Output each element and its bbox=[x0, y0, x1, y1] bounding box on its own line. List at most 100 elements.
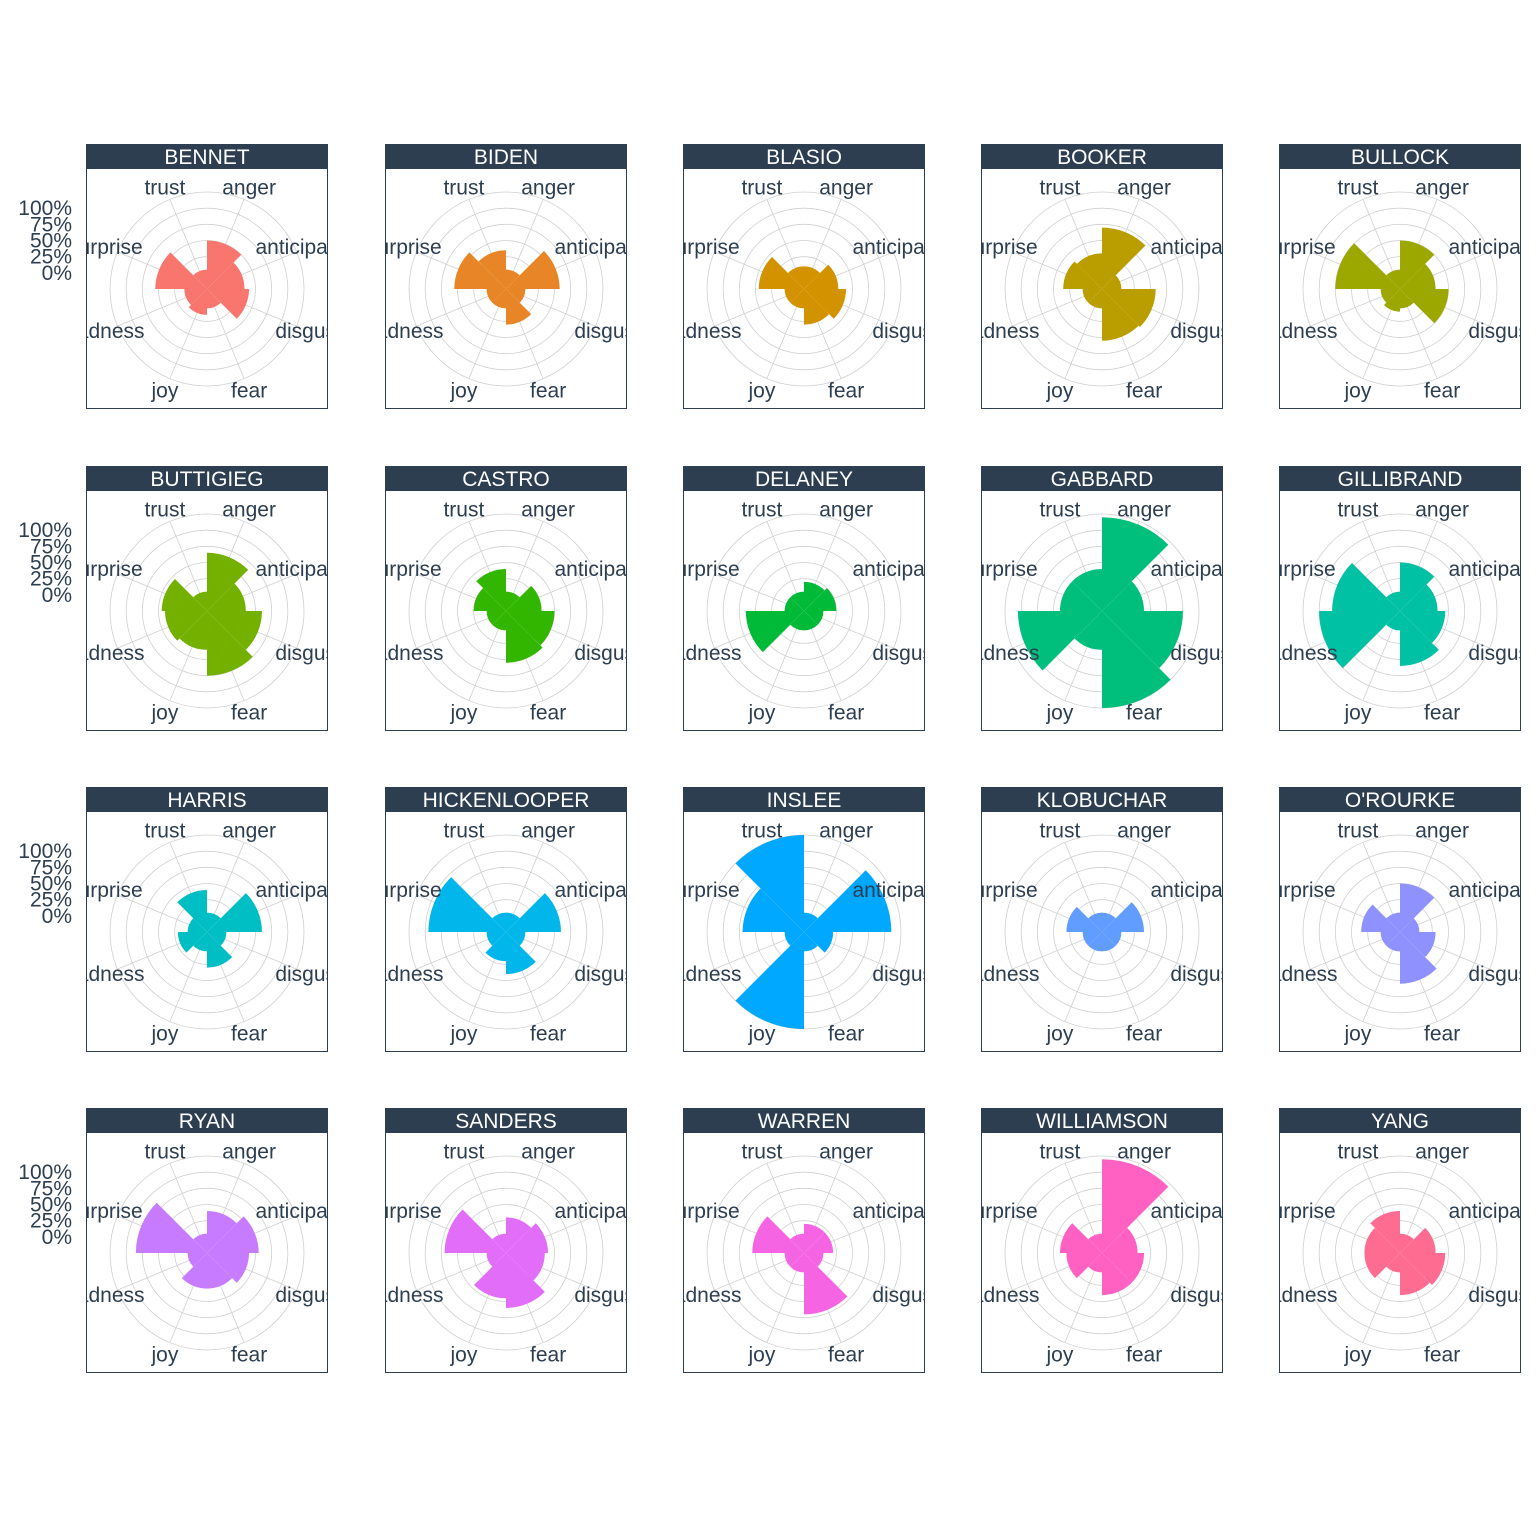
category-label-joy: joy bbox=[150, 702, 178, 725]
category-label-trust: trust bbox=[443, 176, 484, 199]
facet-buttigieg: anger anticipation disgust fear joy sadness su… bbox=[18, 466, 361, 731]
facet-strip bbox=[385, 466, 627, 490]
facet-booker: anger anticipation disgust fear joy sadness su… bbox=[961, 144, 1237, 409]
bar-surprise bbox=[135, 1202, 207, 1253]
bar-anger bbox=[506, 269, 520, 289]
category-label-anticipation: anticipation bbox=[1448, 1200, 1536, 1223]
bar-trust bbox=[1088, 1233, 1102, 1253]
category-label-disgust: disgust bbox=[872, 1284, 939, 1307]
bar-sadness bbox=[784, 932, 804, 946]
panel-border bbox=[1279, 1132, 1521, 1373]
category-label-joy: joy bbox=[1045, 1344, 1073, 1367]
grid-circle bbox=[408, 834, 604, 1030]
category-label-surprise: surprise bbox=[665, 879, 740, 902]
category-label-sadness: sadness bbox=[961, 642, 1039, 665]
grid-circle bbox=[109, 1155, 305, 1351]
bar-anticipation bbox=[804, 870, 892, 932]
bar-anger bbox=[804, 581, 825, 611]
bar-fear bbox=[1102, 932, 1116, 952]
facet-gillibrand: anger anticipation disgust fear joy sadness su… bbox=[1279, 466, 1521, 731]
category-label-fear: fear bbox=[1126, 1023, 1162, 1046]
polar-plot-area: anger anticipation disgust fear joy sadness su… bbox=[66, 176, 328, 402]
grid-circle bbox=[440, 545, 572, 677]
facet-strip bbox=[981, 787, 1223, 811]
bar-sadness bbox=[1319, 611, 1400, 669]
bar-anger bbox=[1400, 562, 1435, 611]
bar-joy bbox=[1088, 932, 1102, 952]
grid-circle bbox=[706, 191, 902, 387]
bar-trust bbox=[1072, 568, 1102, 611]
y-tick-label: 50% bbox=[30, 230, 72, 253]
grid-circle bbox=[1053, 883, 1151, 981]
category-label-fear: fear bbox=[530, 380, 566, 403]
category-label-sadness: sadness bbox=[365, 1284, 443, 1307]
facet-bennet: anger anticipation disgust fear joy sadness su… bbox=[18, 144, 328, 409]
bar-anger bbox=[1102, 912, 1116, 932]
bar-fear bbox=[804, 1253, 848, 1315]
bar-joy bbox=[193, 932, 207, 952]
category-label-joy: joy bbox=[1045, 1023, 1073, 1046]
panel-border bbox=[385, 811, 627, 1052]
category-label-sadness: sadness bbox=[663, 642, 741, 665]
bar-fear bbox=[1102, 289, 1139, 341]
category-label-sadness: sadness bbox=[365, 320, 443, 343]
category-label-anticipation: anticipation bbox=[554, 1200, 660, 1223]
bar-surprise bbox=[187, 918, 207, 932]
bar-disgust bbox=[1400, 611, 1446, 644]
category-label-disgust: disgust bbox=[1170, 320, 1237, 343]
bar-surprise bbox=[473, 588, 506, 611]
category-label-joy: joy bbox=[449, 702, 477, 725]
facet-blasio: anger anticipation disgust fear joy sadness su… bbox=[683, 144, 925, 409]
y-tick-label: 50% bbox=[30, 873, 72, 896]
category-label-anticipation: anticipation bbox=[852, 1200, 958, 1223]
category-label-fear: fear bbox=[1424, 1023, 1460, 1046]
category-label-fear: fear bbox=[828, 1023, 864, 1046]
facet-ryan: anger anticipation disgust fear joy sadness su… bbox=[18, 1108, 328, 1373]
bar-fear bbox=[506, 932, 536, 975]
bar-disgust bbox=[207, 932, 227, 946]
category-label-trust: trust bbox=[1337, 176, 1378, 199]
bar-anticipation bbox=[1102, 1227, 1138, 1253]
bar-anger bbox=[207, 1210, 237, 1253]
polar-plot-area: anger anticipation disgust fear joy sadness su… bbox=[1279, 176, 1521, 402]
facet-strip bbox=[86, 144, 328, 168]
category-label-anticipation: anticipation bbox=[255, 558, 361, 581]
category-label-disgust: disgust bbox=[275, 642, 342, 665]
bar-trust bbox=[1386, 912, 1400, 932]
facet-sanders: anger anticipation disgust fear joy sadness su… bbox=[365, 1108, 660, 1373]
category-label-sadness: sadness bbox=[961, 320, 1039, 343]
bar-anticipation bbox=[506, 893, 561, 932]
bar-fear bbox=[506, 289, 532, 325]
facet-strip bbox=[981, 144, 1223, 168]
bar-disgust bbox=[804, 1253, 824, 1267]
bar-surprise bbox=[1066, 906, 1102, 932]
facet-strip bbox=[1279, 144, 1521, 168]
category-label-sadness: sadness bbox=[66, 320, 144, 343]
category-label-surprise: surprise bbox=[963, 1200, 1038, 1223]
grid-circle bbox=[1036, 223, 1168, 355]
bar-anger bbox=[207, 240, 242, 289]
facet-hickenlooper: anger anticipation disgust fear joy sadness su… bbox=[385, 787, 627, 1052]
category-label-trust: trust bbox=[741, 176, 782, 199]
category-label-trust: trust bbox=[144, 1140, 185, 1163]
grid-circle bbox=[722, 207, 886, 371]
polar-plot-area: anger anticipation disgust fear joy sadness su… bbox=[1279, 819, 1521, 1046]
facet-title: WILLIAMSON bbox=[1036, 1110, 1168, 1133]
bar-surprise bbox=[742, 888, 804, 932]
category-label-trust: trust bbox=[1039, 176, 1080, 199]
category-label-fear: fear bbox=[1126, 702, 1162, 725]
bar-sadness bbox=[1082, 932, 1102, 946]
bar-surprise bbox=[758, 256, 804, 289]
grid-circle bbox=[1318, 207, 1482, 371]
bar-trust bbox=[735, 835, 804, 932]
panel-border bbox=[1279, 490, 1521, 731]
bar-disgust bbox=[506, 1253, 545, 1281]
grid-circle bbox=[125, 1171, 289, 1335]
facet-title: CASTRO bbox=[462, 468, 550, 491]
panel-border bbox=[1279, 811, 1521, 1052]
bar-anticipation bbox=[804, 588, 837, 611]
category-label-sadness: sadness bbox=[66, 1284, 144, 1307]
category-label-surprise: surprise bbox=[665, 558, 740, 581]
facet-strip bbox=[1279, 787, 1521, 811]
